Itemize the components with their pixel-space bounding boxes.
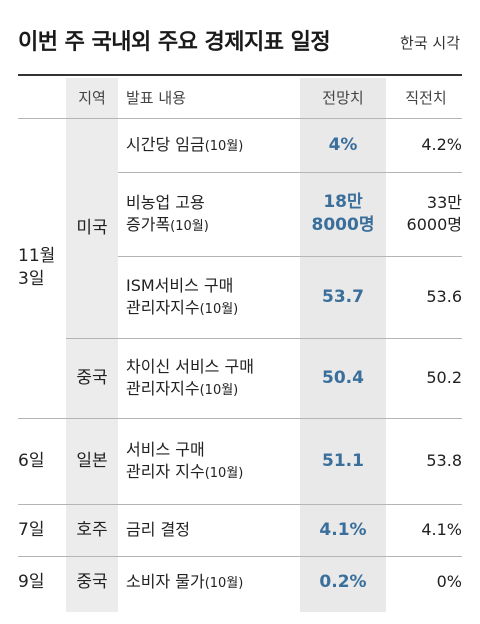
column-header-content: 발표 내용 — [126, 88, 186, 107]
group-divider — [66, 338, 462, 339]
indicator-content: 금리 결정 — [126, 520, 190, 540]
previous-value: 53.6 — [426, 287, 462, 307]
forecast-value: 18만 8000명 — [311, 192, 375, 235]
indicator-content: ISM서비스 구매 관리자지수(10월) — [126, 276, 239, 317]
forecast-value: 53.7 — [322, 286, 364, 307]
previous-value: 53.8 — [426, 451, 462, 471]
forecast-value: 4.1% — [319, 519, 367, 540]
date-cell: 11월 3일 — [18, 246, 56, 289]
forecast-value: 51.1 — [322, 450, 364, 471]
region-cell: 미국 — [76, 217, 108, 238]
region-cell: 중국 — [76, 571, 108, 592]
date-cell: 7일 — [18, 519, 45, 540]
region-cell: 중국 — [76, 367, 108, 388]
timezone-note: 한국 시각 — [400, 34, 460, 52]
column-header-region: 지역 — [78, 88, 106, 107]
column-header-previous: 직전치 — [405, 88, 447, 107]
previous-value: 4.1% — [421, 520, 462, 540]
region-column-shade — [66, 78, 118, 612]
forecast-value: 0.2% — [319, 571, 367, 592]
indicator-content: 차이신 서비스 구매 관리자지수(10월) — [126, 357, 254, 398]
column-header-forecast: 전망치 — [322, 88, 364, 107]
indicator-content: 시간당 임금(10월) — [126, 135, 244, 155]
forecast-value: 50.4 — [322, 367, 364, 388]
row-divider — [118, 256, 462, 257]
previous-value: 4.2% — [421, 135, 462, 155]
group-divider — [18, 504, 462, 505]
forecast-value: 4% — [328, 134, 358, 155]
previous-value: 50.2 — [426, 368, 462, 388]
region-cell: 호주 — [76, 519, 108, 540]
indicator-content: 비농업 고용 증가폭(10월) — [126, 193, 209, 234]
row-divider — [118, 172, 462, 173]
forecast-column-shade — [300, 78, 386, 612]
header-rule — [18, 118, 462, 119]
top-rule — [18, 74, 462, 76]
page-title: 이번 주 국내외 주요 경제지표 일정 — [18, 30, 331, 55]
indicator-content: 서비스 구매 관리자 지수(10월) — [126, 440, 244, 481]
region-cell: 일본 — [76, 450, 108, 471]
previous-value: 33만 6000명 — [406, 193, 462, 234]
previous-value: 0% — [436, 572, 462, 592]
indicator-content: 소비자 물가(10월) — [126, 572, 244, 592]
group-divider — [18, 556, 462, 557]
group-divider — [18, 418, 462, 419]
date-cell: 6일 — [18, 450, 45, 471]
date-cell: 9일 — [18, 571, 45, 592]
